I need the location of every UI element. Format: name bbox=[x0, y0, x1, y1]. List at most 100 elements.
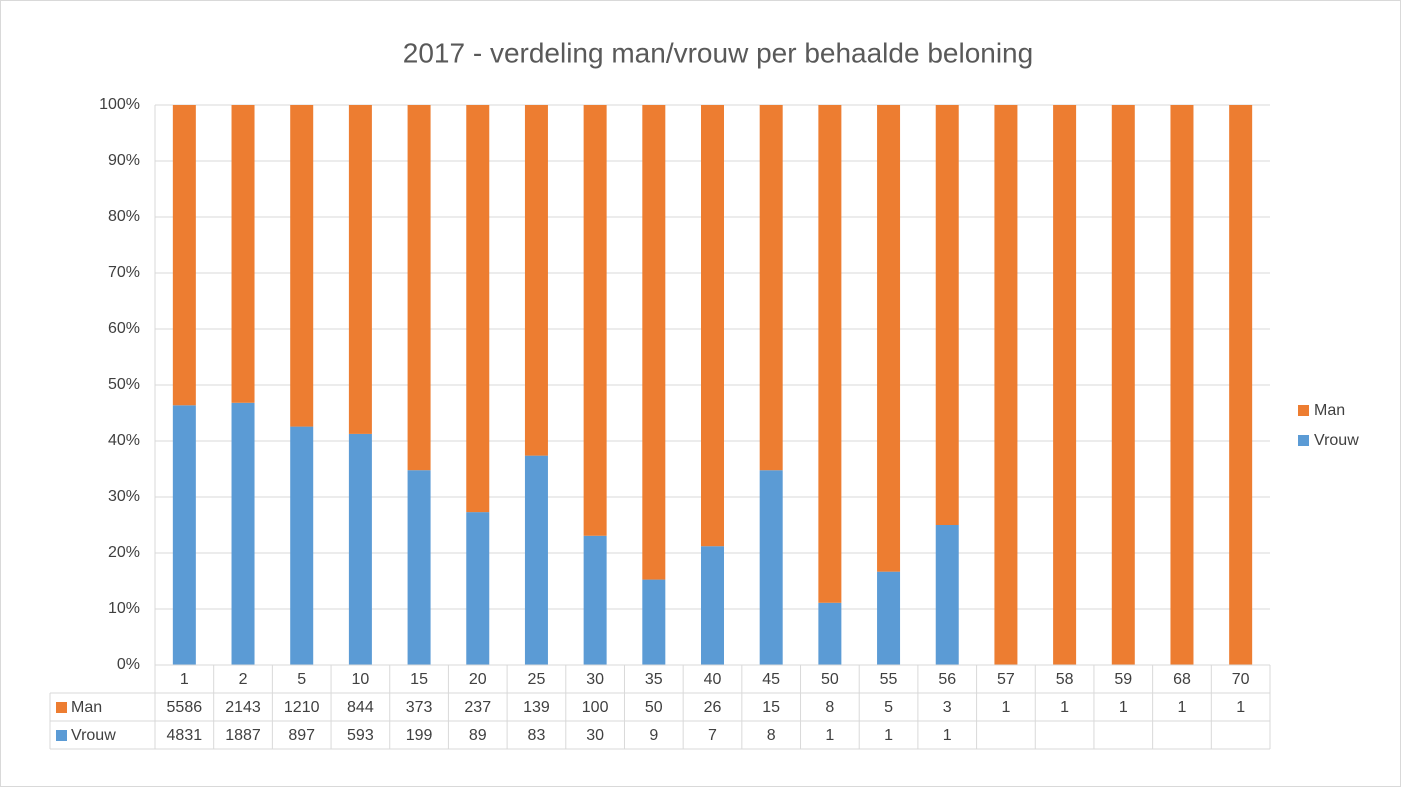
table-cell: 1210 bbox=[284, 699, 320, 716]
bar-segment bbox=[172, 105, 196, 406]
bar-segment bbox=[994, 105, 1018, 665]
bar-segment bbox=[524, 455, 548, 665]
x-tick-label: 25 bbox=[528, 671, 546, 688]
bar-segment bbox=[407, 105, 431, 471]
x-tick-label: 50 bbox=[821, 671, 839, 688]
table-cell: 139 bbox=[523, 699, 550, 716]
bar-segment bbox=[231, 105, 255, 403]
bar-segment bbox=[1170, 105, 1194, 665]
table-cell: 89 bbox=[469, 727, 487, 744]
y-tick-label: 100% bbox=[99, 96, 140, 113]
bar-segment bbox=[348, 105, 372, 434]
table-legend-key bbox=[56, 730, 67, 741]
bar-segment bbox=[642, 105, 666, 580]
bar-segment bbox=[407, 470, 431, 665]
table-cell: 2143 bbox=[225, 699, 261, 716]
table-cell: 844 bbox=[347, 699, 374, 716]
table-legend-key bbox=[56, 702, 67, 713]
x-tick-label: 20 bbox=[469, 671, 487, 688]
x-tick-label: 15 bbox=[410, 671, 428, 688]
table-cell: 1 bbox=[1060, 699, 1069, 716]
bar-segment bbox=[290, 426, 314, 665]
y-tick-label: 80% bbox=[108, 208, 140, 225]
table-cell: 26 bbox=[704, 699, 722, 716]
bar-segment bbox=[701, 546, 724, 665]
bar-segment bbox=[759, 470, 783, 665]
bar-segment bbox=[524, 105, 548, 456]
table-cell: 897 bbox=[288, 727, 315, 744]
y-tick-label: 90% bbox=[108, 152, 140, 169]
table-cell: 8 bbox=[825, 699, 834, 716]
x-tick-label: 10 bbox=[351, 671, 369, 688]
x-tick-label: 70 bbox=[1232, 671, 1250, 688]
x-tick-label: 55 bbox=[880, 671, 898, 688]
bar-segment bbox=[290, 105, 314, 427]
table-row-label: Vrouw bbox=[71, 727, 116, 744]
y-tick-label: 40% bbox=[108, 432, 140, 449]
bar-segment bbox=[818, 602, 842, 665]
bar-segment bbox=[701, 105, 724, 547]
x-tick-label: 59 bbox=[1114, 671, 1132, 688]
legend-label: Vrouw bbox=[1314, 432, 1359, 449]
table-cell: 5586 bbox=[167, 699, 203, 716]
bar-segment bbox=[935, 525, 959, 665]
table-cell: 5 bbox=[884, 699, 893, 716]
y-tick-label: 50% bbox=[108, 376, 140, 393]
bar-segment bbox=[583, 105, 607, 536]
x-tick-label: 57 bbox=[997, 671, 1015, 688]
table-cell: 3 bbox=[943, 699, 952, 716]
bar-segment bbox=[466, 512, 490, 665]
table-cell: 1 bbox=[1001, 699, 1010, 716]
x-tick-label: 40 bbox=[704, 671, 722, 688]
table-cell: 1 bbox=[884, 727, 893, 744]
bar-segment bbox=[231, 402, 255, 665]
bar-segment bbox=[877, 571, 901, 665]
bar-segment bbox=[1111, 105, 1135, 665]
table-cell: 237 bbox=[464, 699, 491, 716]
x-tick-label: 2 bbox=[239, 671, 248, 688]
bar-segment bbox=[759, 105, 783, 471]
y-tick-label: 20% bbox=[108, 544, 140, 561]
y-tick-label: 10% bbox=[108, 600, 140, 617]
table-cell: 8 bbox=[767, 727, 776, 744]
table-cell: 15 bbox=[762, 699, 780, 716]
table-cell: 1 bbox=[825, 727, 834, 744]
bar-segment bbox=[877, 105, 901, 572]
table-cell: 30 bbox=[586, 727, 604, 744]
table-cell: 83 bbox=[528, 727, 546, 744]
table-cell: 50 bbox=[645, 699, 663, 716]
bar-segment bbox=[348, 433, 372, 665]
bar-segment bbox=[172, 405, 196, 665]
table-cell: 1887 bbox=[225, 727, 261, 744]
legend-label: Man bbox=[1314, 402, 1345, 419]
table-row-label: Man bbox=[71, 699, 102, 716]
y-tick-label: 30% bbox=[108, 488, 140, 505]
table-cell: 199 bbox=[406, 727, 433, 744]
y-tick-label: 70% bbox=[108, 264, 140, 281]
x-tick-label: 30 bbox=[586, 671, 604, 688]
x-tick-label: 45 bbox=[762, 671, 780, 688]
table-cell: 9 bbox=[649, 727, 658, 744]
bar-segment bbox=[818, 105, 842, 603]
bar-segment bbox=[935, 105, 959, 525]
table-cell: 7 bbox=[708, 727, 717, 744]
bar-segment bbox=[1053, 105, 1077, 665]
table-cell: 1 bbox=[1178, 699, 1187, 716]
bar-segment bbox=[642, 579, 666, 665]
x-tick-label: 5 bbox=[297, 671, 306, 688]
x-tick-label: 56 bbox=[938, 671, 956, 688]
y-tick-label: 60% bbox=[108, 320, 140, 337]
bar-segment bbox=[1229, 105, 1253, 665]
table-cell: 100 bbox=[582, 699, 609, 716]
legend-key bbox=[1298, 435, 1309, 446]
chart-title: 2017 - verdeling man/vrouw per behaalde … bbox=[403, 37, 1033, 68]
x-tick-label: 58 bbox=[1056, 671, 1074, 688]
legend-key bbox=[1298, 405, 1309, 416]
y-tick-label: 0% bbox=[117, 656, 140, 673]
table-cell: 1 bbox=[943, 727, 952, 744]
bar-segment bbox=[583, 535, 607, 665]
x-tick-label: 68 bbox=[1173, 671, 1191, 688]
table-cell: 4831 bbox=[167, 727, 203, 744]
table-cell: 1 bbox=[1236, 699, 1245, 716]
